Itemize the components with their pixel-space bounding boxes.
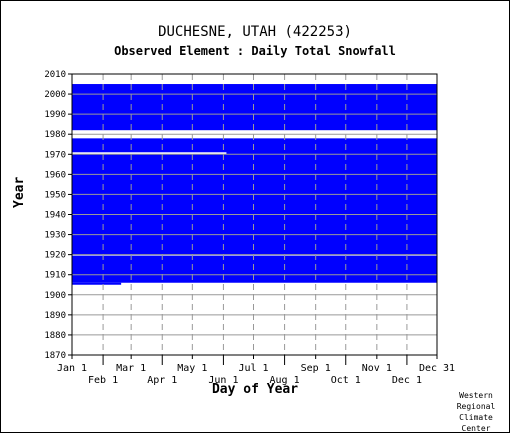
- x-tick-label-lower-5: Dec 1: [392, 375, 422, 386]
- data-block-0: [72, 282, 122, 285]
- x-tick-label-upper-3: Jul 1: [238, 363, 268, 374]
- x-axis-label: Day of Year: [211, 382, 299, 397]
- y-tick-label-1990: 1990: [44, 110, 66, 120]
- y-tick-label-1890: 1890: [44, 311, 66, 321]
- y-tick-label-1930: 1930: [44, 231, 66, 241]
- chart-title: DUCHESNE, UTAH (422253): [158, 24, 352, 40]
- data-block-1: [72, 255, 437, 283]
- x-tick-label-lower-3: Aug 1: [270, 375, 300, 386]
- x-tick-label-upper-6: Dec 31: [419, 363, 455, 374]
- data-block-2: [72, 138, 437, 255]
- y-tick-label-1960: 1960: [44, 170, 66, 180]
- x-tick-label-upper-5: Nov 1: [362, 363, 392, 374]
- x-tick-label-lower-1: Apr 1: [147, 375, 177, 386]
- y-tick-label-1880: 1880: [44, 331, 66, 341]
- x-tick-label-upper-1: Mar 1: [116, 363, 146, 374]
- x-tick-label-upper-4: Sep 1: [301, 363, 331, 374]
- y-tick-label-1940: 1940: [44, 211, 66, 221]
- x-tick-label-lower-2: Jun 1: [208, 375, 238, 386]
- y-tick-label-1970: 1970: [44, 150, 66, 160]
- missing-block-0: [72, 134, 437, 139]
- missing-block-1: [72, 152, 227, 155]
- y-tick-label-2000: 2000: [44, 90, 66, 100]
- y-tick-label-1900: 1900: [44, 291, 66, 301]
- plot-border-top: [71, 73, 438, 356]
- x-tick-label-upper-0: Jan 1: [57, 363, 87, 374]
- x-tick-label-lower-0: Feb 1: [88, 375, 118, 386]
- y-tick-label-1870: 1870: [44, 351, 66, 361]
- data-block-3: [72, 84, 437, 131]
- x-tick-label-upper-2: May 1: [177, 363, 207, 374]
- x-tick-label-lower-4: Oct 1: [331, 375, 361, 386]
- chart-subtitle: Observed Element : Daily Total Snowfall: [114, 44, 396, 58]
- y-tick-label-1950: 1950: [44, 190, 66, 200]
- y-tick-label-2010: 2010: [44, 70, 66, 80]
- y-tick-label-1980: 1980: [44, 130, 66, 140]
- y-tick-label-1920: 1920: [44, 251, 66, 261]
- credit-text: Western Regional Climate Center: [456, 391, 496, 433]
- y-tick-label-1910: 1910: [44, 271, 66, 281]
